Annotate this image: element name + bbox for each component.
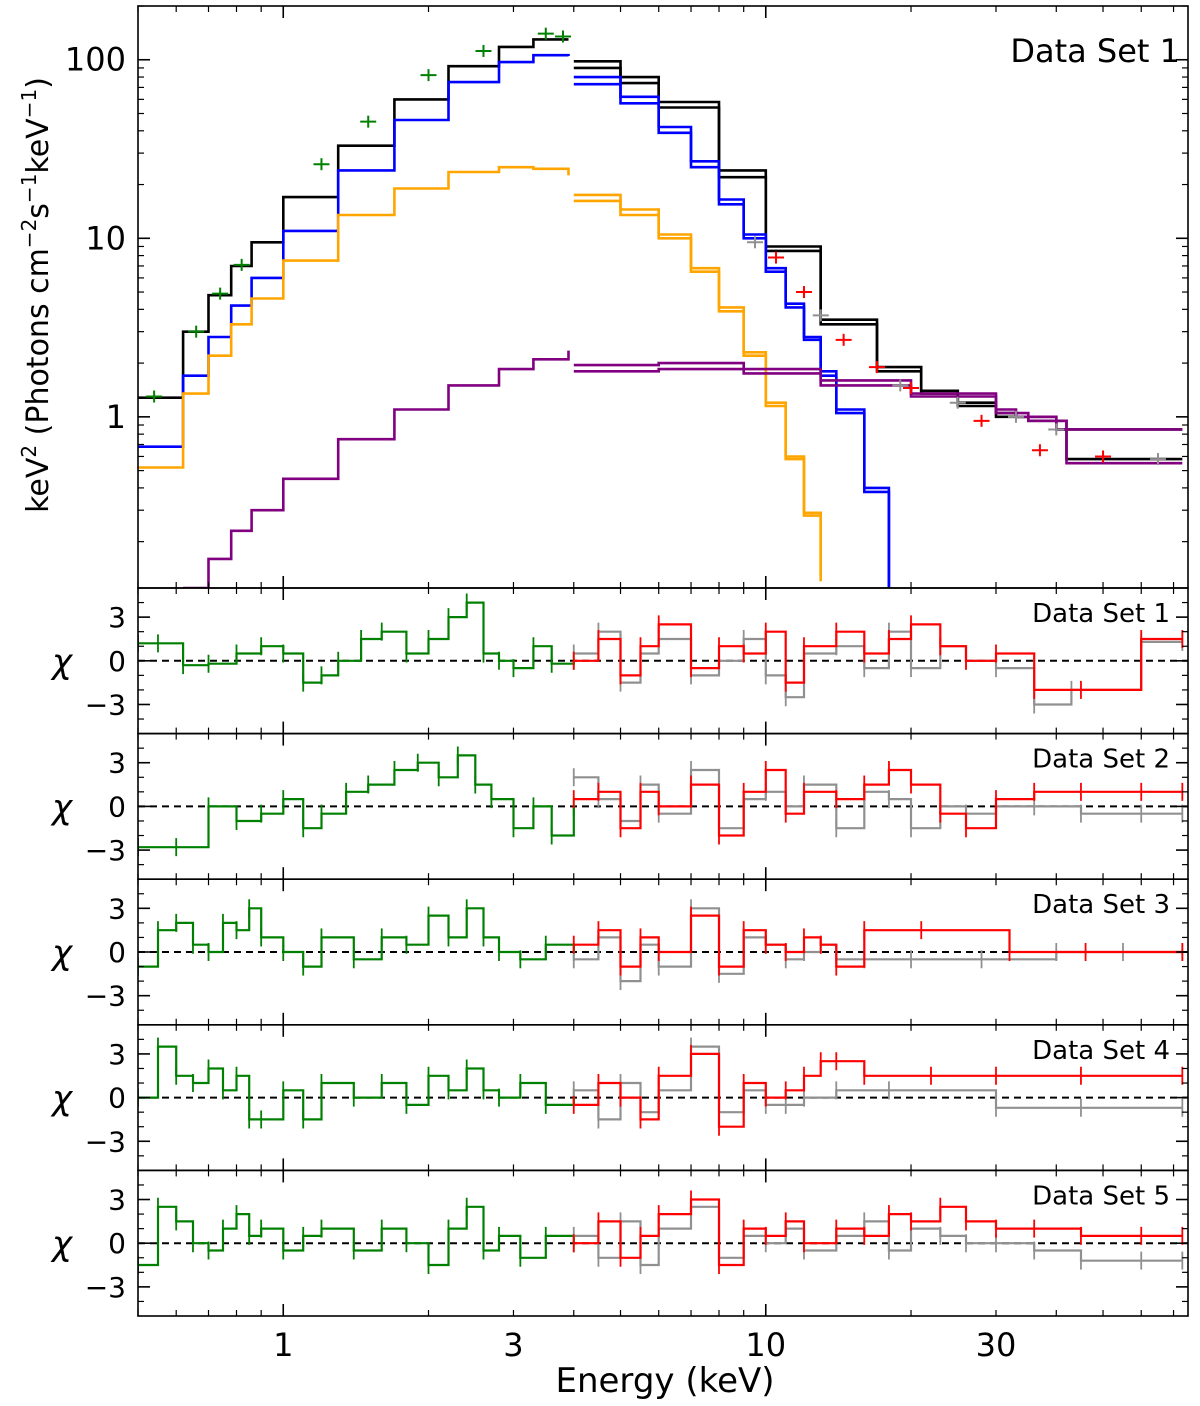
panel-annotation: Data Set 2 <box>1032 745 1170 775</box>
y-tick-label: 0 <box>108 790 126 823</box>
residual-curve <box>573 623 1183 691</box>
y-tick-label: 0 <box>108 936 126 969</box>
y-axis-label-spectrum: keV2 (Photons cm−2s−1keV−1) <box>17 77 56 513</box>
model-curve <box>138 165 570 469</box>
panel-annotation: Data Set 1 <box>1010 32 1180 70</box>
residual-curve <box>573 1198 1183 1267</box>
y-axis-label-residual: χ <box>50 1079 74 1119</box>
y-tick-label: −3 <box>85 980 126 1013</box>
residual-curve <box>573 630 1183 706</box>
y-tick-label: 1 <box>106 398 126 436</box>
x-tick-label: 3 <box>503 1326 523 1364</box>
model-curve <box>573 75 891 588</box>
y-tick-label: −3 <box>85 834 126 867</box>
residual-panel-3: 3 0 −3 Data Set 3 χ <box>50 878 1189 1026</box>
y-tick-label: 3 <box>108 1038 126 1071</box>
model-curve <box>183 350 570 588</box>
y-axis-label-residual: χ <box>50 642 74 682</box>
x-tick-label: 1 <box>273 1326 293 1364</box>
residual-curves <box>138 1037 1188 1136</box>
model-curve <box>138 38 569 399</box>
residual-curve <box>138 1205 575 1267</box>
y-axis-label-residual: χ <box>50 787 74 827</box>
x-axis-label: Energy (keV) <box>555 1361 774 1401</box>
residual-panel-2: 3 0 −3 Data Set 2 χ <box>50 732 1189 880</box>
y-tick-label: −3 <box>85 1125 126 1158</box>
spectrum-frame <box>137 5 1189 589</box>
spectrum-panel: 100 10 1 Data Set 1 <box>65 5 1189 589</box>
residual-curve <box>138 907 575 968</box>
y-axis-label-residual: χ <box>50 1224 74 1264</box>
y-tick-label: 10 <box>85 219 126 257</box>
x-tick-label: 10 <box>745 1326 786 1364</box>
y-tick-label: 3 <box>108 747 126 780</box>
residual-curves <box>138 746 1188 857</box>
residual-curve <box>573 768 1183 830</box>
y-tick-label: −3 <box>85 1271 126 1304</box>
axis-labels: Energy (keV) keV2 (Photons cm−2s−1keV−1) <box>17 77 775 1401</box>
x-tick-label: 30 <box>976 1326 1017 1364</box>
residual-curve <box>573 1052 1183 1128</box>
model-curve <box>138 53 570 448</box>
y-tick-label: 3 <box>108 892 126 925</box>
spectrum-curves <box>138 27 1183 588</box>
residual-curves <box>138 593 1188 714</box>
y-tick-label: 0 <box>108 1082 126 1115</box>
panel-annotation: Data Set 5 <box>1032 1181 1170 1211</box>
model-curve <box>573 82 891 588</box>
y-tick-label: 100 <box>65 41 126 79</box>
residual-curve <box>138 1045 575 1121</box>
panel-annotation: Data Set 4 <box>1032 1036 1170 1066</box>
y-tick-label: 0 <box>108 645 126 678</box>
y-tick-label: 3 <box>108 601 126 634</box>
residual-frame <box>137 1169 1189 1317</box>
y-tick-label: −3 <box>85 688 126 721</box>
residual-curves <box>138 899 1188 991</box>
residual-curve <box>138 754 575 849</box>
panel-annotation: Data Set 3 <box>1032 890 1170 920</box>
y-axis-label-residual: χ <box>50 933 74 973</box>
residual-curve <box>573 768 1183 837</box>
residual-panel-1: 3 0 −3 Data Set 1 χ <box>50 587 1189 735</box>
model-curve <box>573 367 1183 465</box>
model-curve <box>573 60 1183 431</box>
model-curve <box>573 193 822 575</box>
residual-curves <box>138 1190 1188 1275</box>
model-curve <box>573 361 1183 431</box>
panel-annotation: Data Set 1 <box>1032 599 1170 629</box>
residual-curve <box>138 601 575 684</box>
residual-panel-4: 3 0 −3 Data Set 4 χ <box>50 1024 1189 1172</box>
y-tick-label: 0 <box>108 1227 126 1260</box>
model-curve <box>573 199 822 582</box>
y-tick-label: 3 <box>108 1184 126 1217</box>
